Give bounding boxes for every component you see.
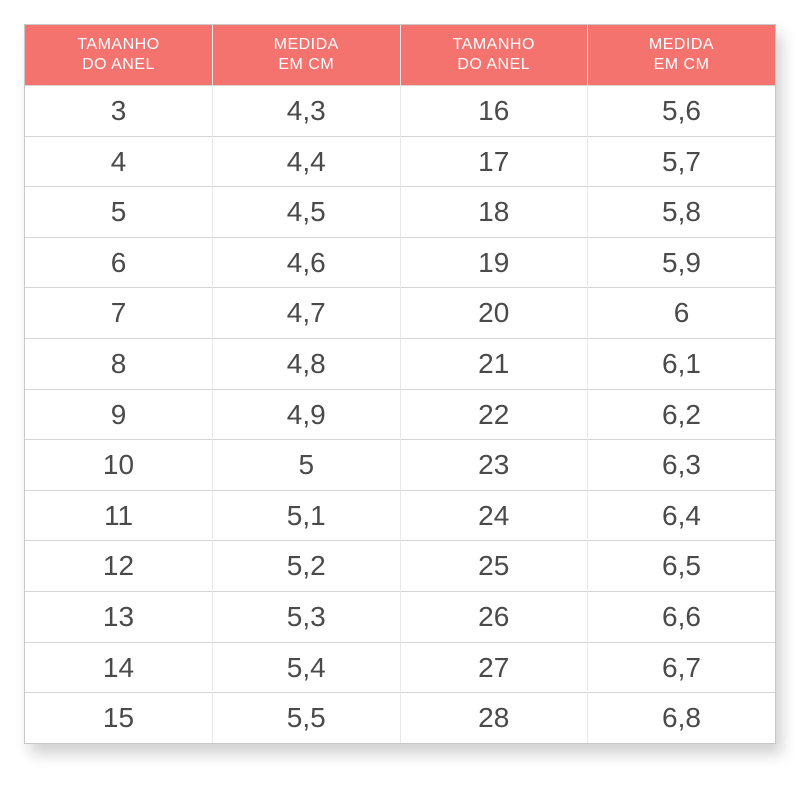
cell: 12 bbox=[25, 541, 213, 592]
cell: 5,7 bbox=[588, 136, 776, 187]
cell: 4,8 bbox=[213, 338, 401, 389]
cell: 5,6 bbox=[588, 86, 776, 137]
ring-size-table: TAMANHO DO ANEL MEDIDA EM CM TAMANHO DO … bbox=[25, 25, 775, 743]
cell: 5 bbox=[213, 440, 401, 491]
cell: 10 bbox=[25, 440, 213, 491]
cell: 16 bbox=[400, 86, 588, 137]
cell: 20 bbox=[400, 288, 588, 339]
cell: 4,5 bbox=[213, 187, 401, 238]
table-header-row: TAMANHO DO ANEL MEDIDA EM CM TAMANHO DO … bbox=[25, 25, 775, 86]
table-row: 155,5286,8 bbox=[25, 693, 775, 743]
col-header-size-2-line2: DO ANEL bbox=[457, 56, 530, 73]
cell: 15 bbox=[25, 693, 213, 743]
cell: 24 bbox=[400, 490, 588, 541]
cell: 6,6 bbox=[588, 591, 776, 642]
table-row: 64,6195,9 bbox=[25, 237, 775, 288]
cell: 5,1 bbox=[213, 490, 401, 541]
col-header-measure-2-line1: MEDIDA bbox=[649, 36, 714, 53]
cell: 25 bbox=[400, 541, 588, 592]
cell: 5,3 bbox=[213, 591, 401, 642]
table-row: 115,1246,4 bbox=[25, 490, 775, 541]
col-header-size-2-line1: TAMANHO bbox=[453, 36, 535, 53]
table-row: 145,4276,7 bbox=[25, 642, 775, 693]
cell: 8 bbox=[25, 338, 213, 389]
cell: 6,8 bbox=[588, 693, 776, 743]
table-row: 125,2256,5 bbox=[25, 541, 775, 592]
table-row: 105236,3 bbox=[25, 440, 775, 491]
cell: 22 bbox=[400, 389, 588, 440]
table-body: 34,3165,6 44,4175,7 54,5185,8 64,6195,9 … bbox=[25, 86, 775, 743]
cell: 27 bbox=[400, 642, 588, 693]
cell: 6,1 bbox=[588, 338, 776, 389]
cell: 13 bbox=[25, 591, 213, 642]
cell: 4,6 bbox=[213, 237, 401, 288]
table-row: 94,9226,2 bbox=[25, 389, 775, 440]
cell: 3 bbox=[25, 86, 213, 137]
cell: 5,5 bbox=[213, 693, 401, 743]
cell: 4,4 bbox=[213, 136, 401, 187]
cell: 4,3 bbox=[213, 86, 401, 137]
table-row: 54,5185,8 bbox=[25, 187, 775, 238]
cell: 5 bbox=[25, 187, 213, 238]
cell: 6 bbox=[25, 237, 213, 288]
cell: 4,7 bbox=[213, 288, 401, 339]
cell: 6,3 bbox=[588, 440, 776, 491]
cell: 17 bbox=[400, 136, 588, 187]
cell: 6,4 bbox=[588, 490, 776, 541]
col-header-measure-2-line2: EM CM bbox=[654, 56, 710, 73]
table-row: 74,7206 bbox=[25, 288, 775, 339]
cell: 28 bbox=[400, 693, 588, 743]
cell: 5,2 bbox=[213, 541, 401, 592]
col-header-size-2: TAMANHO DO ANEL bbox=[400, 25, 588, 86]
col-header-size-1-line2: DO ANEL bbox=[82, 56, 155, 73]
col-header-measure-1: MEDIDA EM CM bbox=[213, 25, 401, 86]
cell: 7 bbox=[25, 288, 213, 339]
cell: 18 bbox=[400, 187, 588, 238]
col-header-measure-2: MEDIDA EM CM bbox=[588, 25, 776, 86]
cell: 6,2 bbox=[588, 389, 776, 440]
table-row: 34,3165,6 bbox=[25, 86, 775, 137]
ring-size-table-container: TAMANHO DO ANEL MEDIDA EM CM TAMANHO DO … bbox=[24, 24, 776, 744]
cell: 11 bbox=[25, 490, 213, 541]
col-header-measure-1-line1: MEDIDA bbox=[274, 36, 339, 53]
cell: 23 bbox=[400, 440, 588, 491]
table-row: 135,3266,6 bbox=[25, 591, 775, 642]
cell: 6,5 bbox=[588, 541, 776, 592]
cell: 19 bbox=[400, 237, 588, 288]
col-header-size-1-line1: TAMANHO bbox=[77, 36, 159, 53]
cell: 4,9 bbox=[213, 389, 401, 440]
cell: 6,7 bbox=[588, 642, 776, 693]
col-header-measure-1-line2: EM CM bbox=[278, 56, 334, 73]
cell: 4 bbox=[25, 136, 213, 187]
cell: 5,4 bbox=[213, 642, 401, 693]
cell: 14 bbox=[25, 642, 213, 693]
cell: 26 bbox=[400, 591, 588, 642]
table-row: 44,4175,7 bbox=[25, 136, 775, 187]
cell: 9 bbox=[25, 389, 213, 440]
cell: 6 bbox=[588, 288, 776, 339]
cell: 5,8 bbox=[588, 187, 776, 238]
col-header-size-1: TAMANHO DO ANEL bbox=[25, 25, 213, 86]
cell: 21 bbox=[400, 338, 588, 389]
cell: 5,9 bbox=[588, 237, 776, 288]
table-row: 84,8216,1 bbox=[25, 338, 775, 389]
